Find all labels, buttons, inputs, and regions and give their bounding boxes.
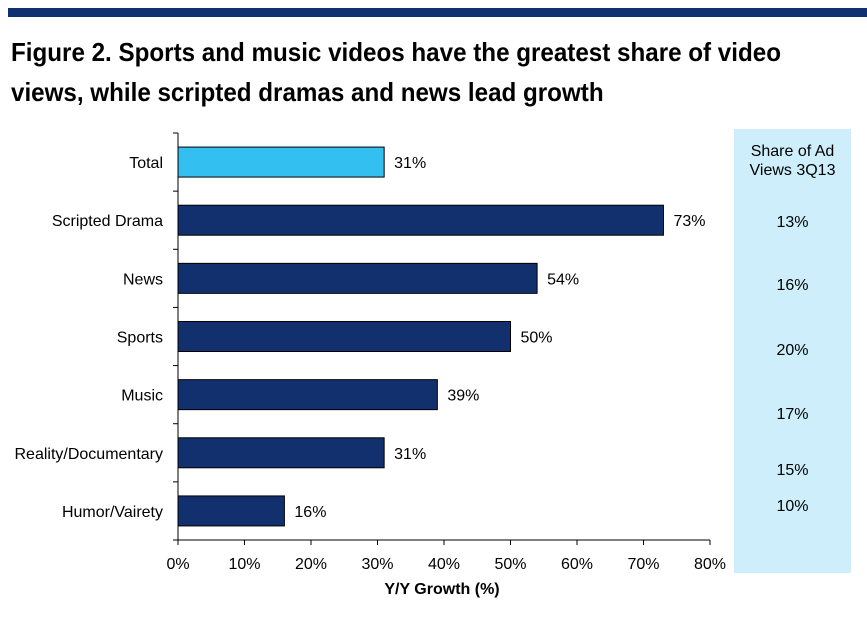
data-label: 54% — [547, 271, 579, 288]
category-label: Sports — [117, 330, 163, 347]
x-tick-label: 40% — [428, 556, 460, 573]
data-label: 39% — [447, 388, 479, 405]
share-value: 17% — [776, 406, 809, 423]
data-label: 31% — [394, 446, 426, 463]
x-tick-label: 80% — [694, 556, 726, 573]
data-label: 16% — [294, 504, 326, 521]
share-header-line-1: Share of Ad — [750, 143, 835, 160]
bar — [177, 146, 385, 178]
bar — [177, 379, 438, 411]
x-tick-label: 60% — [561, 556, 593, 573]
bar — [177, 204, 664, 236]
share-header-line-2: Views 3Q13 — [749, 162, 836, 179]
title-line-1: Figure 2. Sports and music videos have t… — [11, 37, 781, 67]
share-panel — [734, 129, 851, 573]
title-line-2: views, while scripted dramas and news le… — [11, 77, 604, 107]
top-rule — [8, 8, 867, 17]
data-label: 73% — [673, 213, 705, 230]
x-tick-label: 0% — [166, 556, 189, 573]
category-label: Total — [129, 155, 163, 172]
bar — [177, 437, 385, 469]
category-label: News — [123, 271, 163, 288]
share-value: 20% — [776, 342, 809, 359]
x-tick-label: 10% — [228, 556, 260, 573]
share-value: 16% — [776, 277, 809, 294]
category-label: Reality/Documentary — [15, 446, 164, 463]
share-value: 15% — [776, 462, 809, 479]
category-label: Humor/Vairety — [62, 504, 163, 521]
share-panel-header: Share of Ad Views 3Q13 — [734, 142, 851, 180]
share-value: 10% — [776, 498, 809, 515]
figure-title: Figure 2. Sports and music videos have t… — [11, 32, 802, 112]
data-label: 50% — [521, 330, 553, 347]
bar — [177, 262, 538, 294]
x-axis-title: Y/Y Growth (%) — [384, 581, 499, 598]
x-tick-label: 70% — [627, 556, 659, 573]
x-tick-label: 20% — [295, 556, 327, 573]
share-value: 13% — [776, 214, 809, 231]
bar — [177, 321, 511, 352]
x-tick-label: 30% — [361, 556, 393, 573]
x-tick-label: 50% — [494, 556, 526, 573]
category-label: Music — [121, 388, 163, 405]
bar — [177, 495, 285, 527]
category-label: Scripted Drama — [52, 213, 163, 230]
data-label: 31% — [394, 155, 426, 172]
